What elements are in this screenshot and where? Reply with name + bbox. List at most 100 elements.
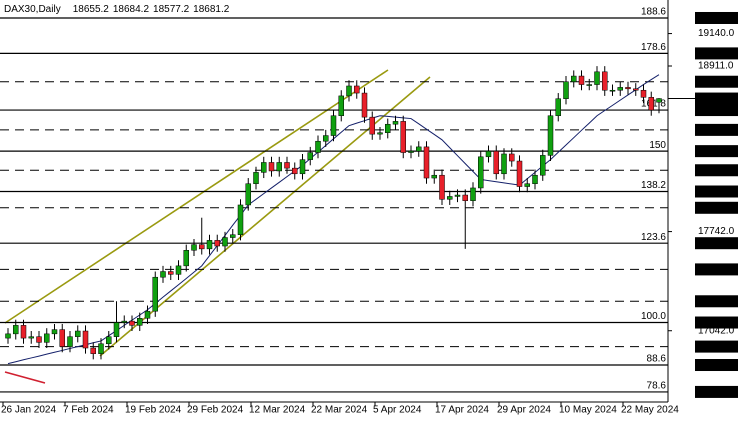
candle-body: [199, 244, 205, 250]
fib-label: 178.6: [641, 42, 666, 53]
candle-body: [230, 234, 236, 238]
level-label-box: [695, 104, 738, 117]
candle-body: [214, 240, 220, 247]
drawn-line: [4, 371, 46, 384]
candle-body: [555, 98, 561, 116]
candle-body: [563, 81, 569, 99]
y-tick-label: 17742.0: [698, 226, 735, 237]
candle-body: [540, 155, 546, 176]
candle-body: [609, 89, 616, 92]
candle-body: [175, 265, 182, 275]
x-tick-label: 5 Apr 2024: [373, 405, 422, 416]
candle-body: [594, 71, 600, 85]
level-label-box: [695, 385, 738, 398]
candle-body: [532, 174, 538, 184]
level-label-box: [695, 237, 738, 250]
level-label: 16800.0: [697, 360, 734, 371]
x-tick-label: 19 Feb 2024: [125, 405, 182, 416]
level-label: 18175.0: [697, 165, 734, 176]
candle-body: [106, 336, 112, 345]
candle-body: [478, 156, 484, 189]
level-label: 19250.0: [697, 13, 734, 24]
x-tick-label: 22 Mar 2024: [311, 405, 368, 416]
x-tick-label: 12 Mar 2024: [249, 405, 306, 416]
candle-body: [261, 162, 267, 173]
level-label-box: [695, 340, 738, 353]
candle-body: [625, 87, 631, 90]
level-label-box: [695, 47, 738, 60]
candle-body: [13, 325, 19, 335]
candle-body: [191, 244, 197, 251]
candle-body: [44, 333, 50, 343]
candle-body: [338, 95, 344, 116]
candle-body: [447, 196, 453, 200]
candle-body: [501, 153, 507, 175]
level-label: 19000.0: [697, 49, 734, 60]
level-label-box: [695, 11, 738, 24]
candle-body: [323, 135, 329, 142]
level-label: 18310.0: [697, 146, 734, 157]
candle-body: [423, 146, 430, 179]
candle-body: [206, 240, 213, 250]
candle-body: [640, 89, 647, 98]
candle-body: [571, 75, 577, 82]
current-price-label: 18681.2: [697, 94, 734, 105]
header-low: 18577.2: [153, 4, 190, 15]
level-label: 18025.0: [697, 187, 734, 198]
candle-body: [408, 150, 414, 153]
x-tick-label: 7 Feb 2024: [63, 405, 114, 416]
x-tick-label: 10 May 2024: [559, 405, 617, 416]
candle-body: [160, 271, 166, 278]
candle-body: [152, 276, 158, 312]
candle-body: [354, 85, 360, 94]
candle-body: [98, 343, 104, 354]
candle-body: [268, 162, 275, 172]
level-label: 17250.0: [697, 296, 734, 307]
chart-title: DAX30,Daily: [4, 4, 61, 15]
candle-body: [586, 84, 592, 86]
candle-body: [547, 115, 554, 156]
candle-body: [361, 92, 368, 118]
level-label-box: [695, 164, 738, 177]
candle-body: [617, 87, 623, 91]
candle-body: [524, 183, 530, 187]
current-price-box: [695, 92, 738, 105]
header-high: 18684.2: [113, 4, 150, 15]
candle-body: [400, 121, 406, 153]
fib-label: 188.6: [641, 7, 666, 18]
candle-body: [51, 329, 58, 335]
candle-body: [75, 330, 81, 337]
candle-body: [392, 121, 399, 125]
level-label-box: [695, 359, 738, 372]
level-label: 16610.0: [697, 387, 734, 398]
candle-body: [121, 320, 127, 323]
candle-body: [20, 325, 27, 339]
candle-body: [307, 152, 313, 160]
level-label-box: [695, 316, 738, 329]
candle-body: [144, 310, 151, 319]
level-label: 17910.0: [697, 203, 734, 214]
level-label-box: [695, 75, 738, 88]
level-label-box: [695, 263, 738, 276]
chart-header: DAX30,Daily 18655.2 18684.2 18577.2 18681.2: [4, 4, 230, 15]
x-tick-label: 17 Apr 2024: [435, 405, 489, 416]
candle-body: [36, 336, 42, 343]
level-label: 17475.0: [697, 265, 734, 276]
level-label-box: [695, 123, 738, 136]
level-label-box: [695, 201, 738, 214]
candle-body: [59, 329, 65, 347]
candle-body: [385, 123, 391, 133]
candle-body: [67, 336, 73, 347]
candle-body: [168, 271, 174, 275]
candle-body: [237, 204, 244, 235]
fib-label: 100.0: [641, 311, 666, 322]
candle-body: [276, 162, 282, 172]
candle-body: [509, 153, 515, 162]
trend-line: [4, 69, 389, 324]
candle-body: [454, 194, 461, 197]
candle-body: [137, 318, 143, 326]
candle-body: [284, 162, 290, 169]
candle-body: [330, 115, 337, 136]
